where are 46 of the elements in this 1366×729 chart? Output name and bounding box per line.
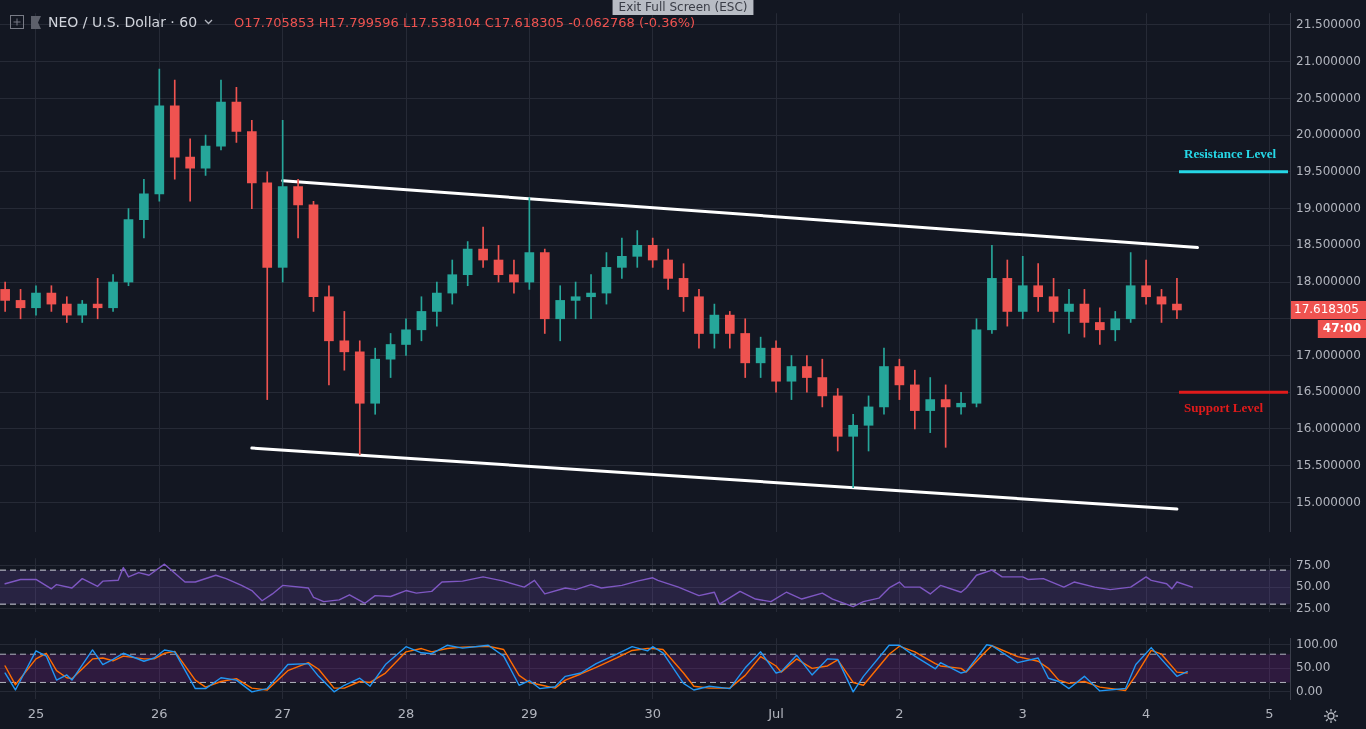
y-tick-label: 16.500000 <box>1296 384 1361 399</box>
x-tick-label: 3 <box>1018 705 1027 721</box>
ref-line-label: Resistance Level <box>1184 146 1277 162</box>
y-tick-label: 16.000000 <box>1296 421 1361 436</box>
candlestick <box>586 274 596 320</box>
y-tick-label: 20.500000 <box>1296 90 1361 105</box>
candlestick <box>1033 263 1043 312</box>
y-tick-label: 0.00 <box>1296 683 1323 698</box>
candlestick <box>1064 289 1074 334</box>
y-tick-label: 50.00 <box>1296 660 1331 675</box>
y-tick-label: 15.500000 <box>1296 457 1361 472</box>
y-tick-label: 75.00 <box>1296 557 1331 572</box>
y-tick-label: 19.000000 <box>1296 200 1361 215</box>
x-tick-label: 5 <box>1265 705 1274 721</box>
x-tick-label: 28 <box>397 705 415 721</box>
text: 17.618305 <box>1294 302 1359 317</box>
x-tick-label: 29 <box>521 705 538 721</box>
x-tick-label: 2 <box>895 705 904 721</box>
y-tick-label: 17.000000 <box>1296 347 1361 362</box>
x-tick-label: 4 <box>1141 705 1151 721</box>
y-tick-label: 19.500000 <box>1296 163 1361 178</box>
y-tick-label: 21.000000 <box>1296 53 1361 68</box>
x-tick-label: Jul <box>767 705 784 721</box>
y-tick-label: 18.500000 <box>1296 237 1361 252</box>
y-tick-label: 100.00 <box>1296 636 1338 651</box>
candlestick <box>1095 307 1105 345</box>
x-tick-label: 26 <box>151 705 168 721</box>
y-tick-label: 18.000000 <box>1296 274 1361 289</box>
x-tick-label: 30 <box>644 705 661 721</box>
candlestick <box>1172 278 1182 320</box>
y-tick-label: 21.500000 <box>1296 17 1361 32</box>
x-tick-label: 25 <box>27 705 45 721</box>
y-tick-label: 50.00 <box>1296 579 1331 594</box>
candlestick <box>956 391 966 415</box>
chart-title: NEO / U.S. Dollar · 60 <box>48 14 198 30</box>
candlestick <box>185 138 195 202</box>
x-tick-label: 27 <box>274 705 291 721</box>
annotation: Exit Full Screen (ESC) <box>618 0 748 15</box>
annotation: O17.705853 H17.799596 L17.538104 C17.618305 -0.062768 (-0.36%) <box>234 14 696 30</box>
ref-line-label: Support Level <box>1184 399 1264 415</box>
candlestick <box>848 413 858 489</box>
candlestick <box>925 377 936 433</box>
text: 47:00 <box>1322 321 1361 336</box>
y-tick-label: 15.000000 <box>1296 494 1361 509</box>
y-tick-label: 20.000000 <box>1296 127 1361 142</box>
y-tick-label: 25.00 <box>1296 600 1331 615</box>
